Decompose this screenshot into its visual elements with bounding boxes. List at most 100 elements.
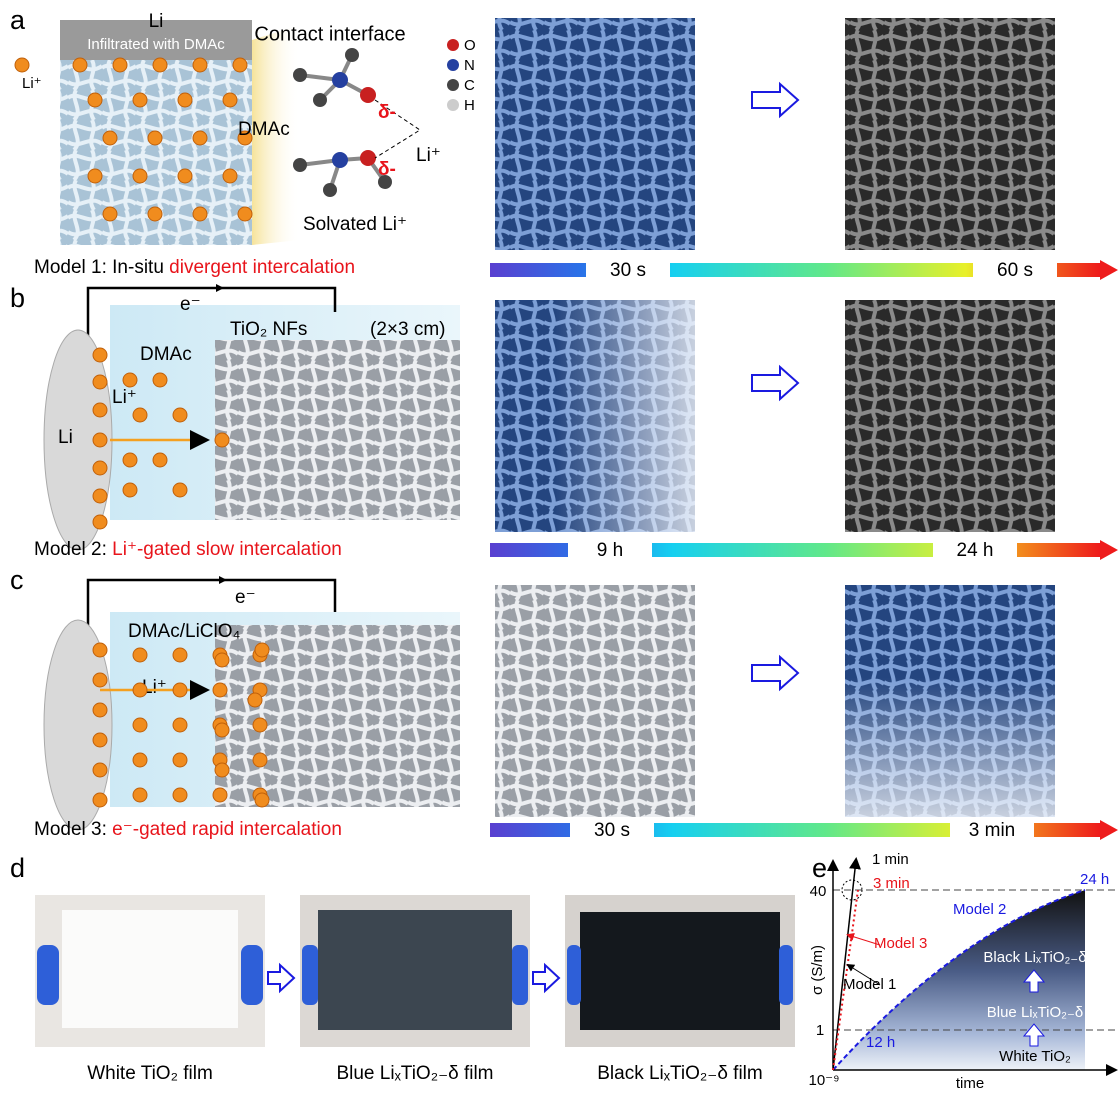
li-ion (173, 408, 187, 422)
li-ion (133, 718, 147, 732)
li-ion (238, 207, 252, 221)
shape (360, 150, 376, 166)
li-ion (153, 453, 167, 467)
caption-part: divergent intercalation (169, 257, 355, 278)
shape (779, 945, 793, 1005)
atom-label: C (464, 77, 475, 94)
colorbar-label: 30 s (594, 820, 630, 841)
axis-label: σ (S/m) (809, 945, 826, 995)
electron-label: e⁻ (180, 294, 201, 315)
li-label: Li (58, 427, 73, 448)
tick-label: 10⁻⁹ (808, 1072, 839, 1089)
panel-label: b (10, 283, 25, 313)
caption-part: e⁻-gated rapid intercalation (112, 819, 342, 840)
li-ion (173, 648, 187, 662)
shape (302, 945, 318, 1005)
li-ion (93, 403, 107, 417)
shape (512, 945, 528, 1005)
shape (293, 68, 307, 82)
panel-label: e (812, 853, 827, 883)
shape (447, 79, 459, 91)
li-ion (253, 718, 267, 732)
caption: Model 1: In-situ divergent intercalation (34, 257, 355, 278)
li-ion (215, 433, 229, 447)
li-ion (93, 643, 107, 657)
label: 3 min (873, 875, 910, 892)
li-ion (153, 373, 167, 387)
li-ion (93, 793, 107, 807)
li-ion (93, 348, 107, 362)
li-ion (173, 753, 187, 767)
li-ion (103, 131, 117, 145)
li-ion (178, 93, 192, 107)
render-black (845, 300, 1055, 532)
photo-caption: Blue LiₓTiO₂₋δ film (336, 1063, 493, 1084)
label: White TiO₂ (999, 1048, 1071, 1065)
caption-part: Li⁺-gated slow intercalation (112, 539, 342, 560)
li-ion (133, 788, 147, 802)
li-ion (178, 169, 192, 183)
dmac-label: DMAc (140, 344, 192, 365)
size-label: (2×3 cm) (370, 319, 446, 340)
fiber-block (215, 625, 460, 807)
li-ion (215, 723, 229, 737)
li-label: Li (149, 11, 164, 32)
li-ion (148, 131, 162, 145)
arrow (268, 965, 294, 991)
atom-label: O (464, 37, 476, 54)
li-ion (88, 93, 102, 107)
electron-label: e⁻ (235, 587, 256, 608)
li-ion (173, 788, 187, 802)
atom-label: N (464, 57, 475, 74)
colorbar-head (1100, 260, 1118, 280)
li-ion (93, 433, 107, 447)
li-ion (253, 753, 267, 767)
li-ion (93, 703, 107, 717)
arrow (752, 657, 798, 689)
li-ion (73, 58, 87, 72)
li-ion (213, 788, 227, 802)
arrow (752, 367, 798, 399)
nfs-label: TiO₂ NFs (230, 319, 307, 340)
li-ion (15, 58, 29, 72)
li-ion (248, 693, 262, 707)
electrolyte-label: DMAc/LiClO₄ (128, 621, 241, 642)
shape (567, 945, 581, 1005)
label: Blue LiₓTiO₂₋δ (987, 1004, 1083, 1021)
li-ion (123, 373, 137, 387)
shape (447, 99, 459, 111)
li-ion (133, 753, 147, 767)
li-ion (123, 483, 137, 497)
colorbar-label: 30 s (610, 260, 646, 281)
li-ion (215, 763, 229, 777)
render-fade (845, 585, 1055, 817)
shape (447, 39, 459, 51)
render-black (845, 18, 1055, 250)
li-ion (93, 375, 107, 389)
li-ion-label: Li⁺ (112, 387, 137, 408)
delta: δ- (378, 102, 396, 123)
label: Model 1 (843, 976, 896, 993)
li-ion (133, 683, 147, 697)
li-ion (223, 169, 237, 183)
solvated-label: Solvated Li⁺ (303, 214, 407, 235)
li-ion (133, 169, 147, 183)
panel-label: d (10, 853, 25, 883)
label: Black LiₓTiO₂₋δ (983, 949, 1086, 966)
shape (360, 87, 376, 103)
li-ion (153, 58, 167, 72)
li-ion (255, 643, 269, 657)
li-ion (133, 93, 147, 107)
shape (323, 183, 337, 197)
caption: Model 3: e⁻-gated rapid intercalation (34, 819, 342, 840)
li-ion (93, 461, 107, 475)
li-ion (93, 673, 107, 687)
shape (345, 48, 359, 62)
li-ion (173, 683, 187, 697)
li-ion (173, 718, 187, 732)
arrow (752, 84, 798, 116)
li-ion (148, 207, 162, 221)
film-blue (318, 910, 512, 1030)
atom-label: H (464, 97, 475, 114)
li-ion (173, 483, 187, 497)
